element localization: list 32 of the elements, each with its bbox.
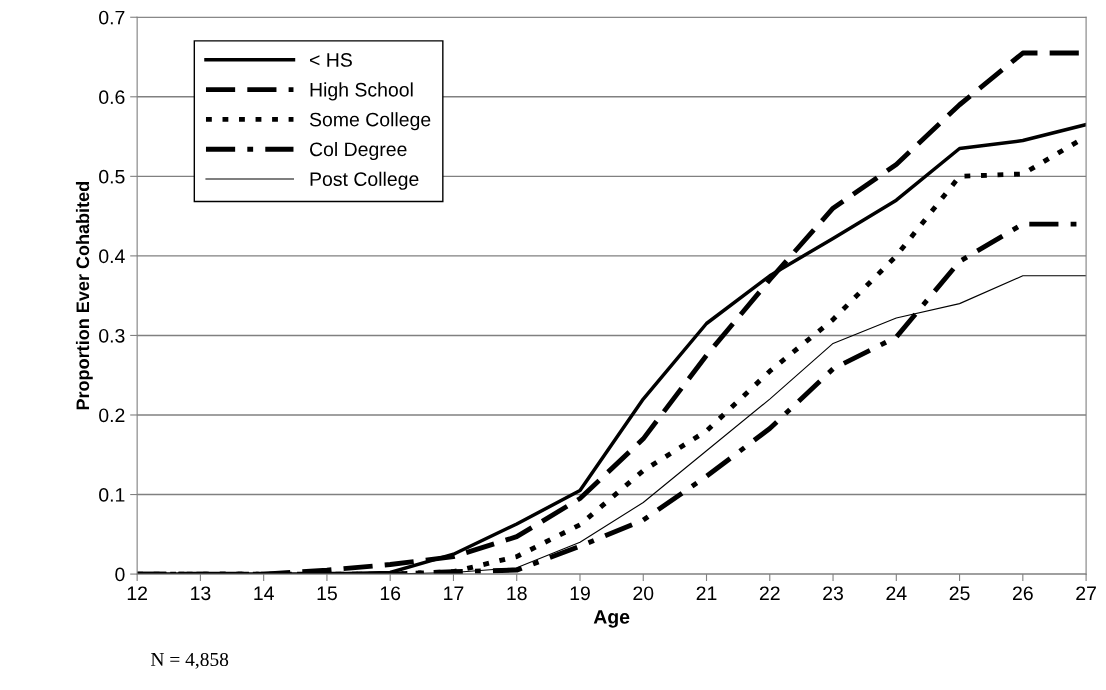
x-tick-label: 25: [949, 586, 970, 601]
x-tick-label: 21: [696, 586, 717, 600]
x-axis-title: Age: [593, 610, 630, 628]
x-tick-label: 14: [254, 586, 274, 600]
x-tick-label: 13: [191, 586, 211, 601]
legend-label: Col Degree: [310, 141, 407, 161]
legend-label: < HS: [310, 53, 352, 67]
x-tick-label: 20: [633, 586, 654, 601]
y-tick-label: 0.1: [99, 488, 125, 502]
legend-label: High School: [310, 82, 413, 101]
y-tick-label: 0.5: [99, 169, 125, 184]
legend-label: Some College: [309, 112, 431, 131]
y-axis-title: Proportion Ever Cohabited: [75, 181, 93, 410]
y-tick-label: 0: [115, 567, 125, 582]
x-tick-label: 12: [127, 586, 147, 600]
x-tick-label: 15: [317, 586, 337, 601]
x-tick-label: 24: [886, 586, 907, 600]
text: N = 4,858: [150, 652, 229, 669]
y-tick-label: 0.2: [99, 408, 125, 423]
x-tick-label: 17: [444, 586, 464, 600]
x-tick-label: 26: [1012, 586, 1033, 601]
y-tick-label: 0.6: [99, 90, 125, 105]
x-tick-label: 27: [1076, 586, 1096, 600]
legend-label: Post College: [310, 171, 419, 190]
x-tick-label: 19: [570, 586, 590, 601]
x-tick-label: 22: [759, 586, 780, 600]
y-tick-label: 0.4: [99, 249, 125, 264]
x-tick-label: 16: [380, 586, 401, 601]
y-tick-label: 0.3: [99, 328, 125, 343]
x-tick-label: 23: [823, 586, 843, 601]
x-tick-label: 18: [507, 586, 527, 601]
y-tick-label: 0.7: [99, 10, 125, 25]
